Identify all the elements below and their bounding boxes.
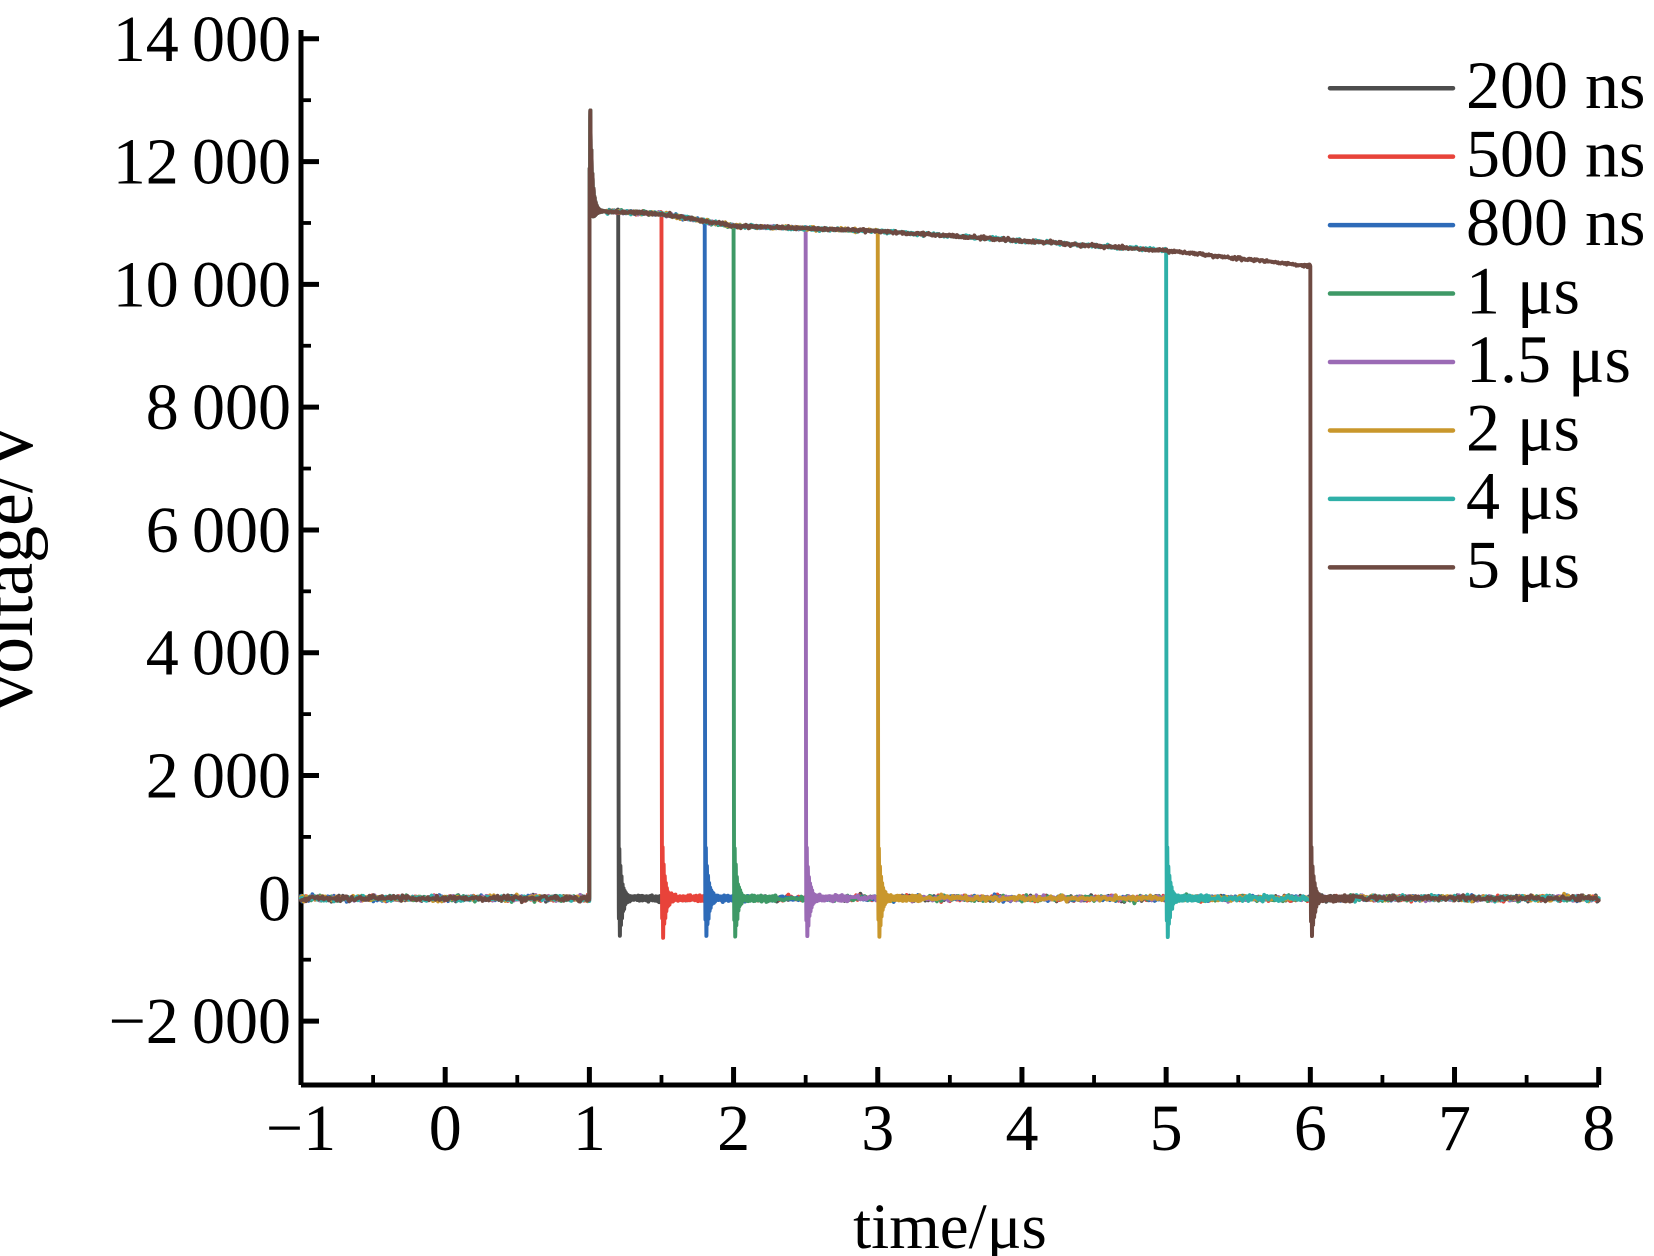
svg-text:4: 4 bbox=[1005, 1092, 1038, 1165]
svg-text:1 μs: 1 μs bbox=[1466, 253, 1580, 329]
svg-text:200 ns: 200 ns bbox=[1466, 47, 1645, 123]
svg-text:0: 0 bbox=[429, 1092, 462, 1165]
svg-text:time/μs: time/μs bbox=[853, 1191, 1047, 1256]
svg-text:1.5 μs: 1.5 μs bbox=[1466, 321, 1631, 397]
svg-text:7: 7 bbox=[1438, 1092, 1471, 1165]
svg-text:6: 6 bbox=[1294, 1092, 1327, 1165]
svg-text:0: 0 bbox=[258, 862, 291, 935]
svg-text:14 000: 14 000 bbox=[113, 3, 291, 76]
svg-text:voltage/V: voltage/V bbox=[0, 419, 49, 711]
svg-text:2 000: 2 000 bbox=[146, 740, 291, 813]
svg-text:800 ns: 800 ns bbox=[1466, 184, 1645, 260]
svg-text:4 μs: 4 μs bbox=[1466, 458, 1580, 534]
svg-text:4 000: 4 000 bbox=[146, 617, 291, 690]
svg-text:8: 8 bbox=[1582, 1092, 1615, 1165]
svg-text:500 ns: 500 ns bbox=[1466, 116, 1645, 192]
svg-text:8 000: 8 000 bbox=[146, 371, 291, 444]
svg-text:12 000: 12 000 bbox=[113, 126, 291, 199]
svg-text:−1: −1 bbox=[266, 1092, 336, 1165]
svg-text:−2 000: −2 000 bbox=[109, 985, 291, 1058]
svg-text:6 000: 6 000 bbox=[146, 494, 291, 567]
svg-text:5 μs: 5 μs bbox=[1466, 526, 1580, 602]
svg-text:10 000: 10 000 bbox=[113, 248, 291, 321]
svg-text:3: 3 bbox=[861, 1092, 894, 1165]
svg-text:1: 1 bbox=[573, 1092, 606, 1165]
svg-text:5: 5 bbox=[1150, 1092, 1183, 1165]
svg-text:2: 2 bbox=[717, 1092, 750, 1165]
svg-text:2 μs: 2 μs bbox=[1466, 389, 1580, 465]
